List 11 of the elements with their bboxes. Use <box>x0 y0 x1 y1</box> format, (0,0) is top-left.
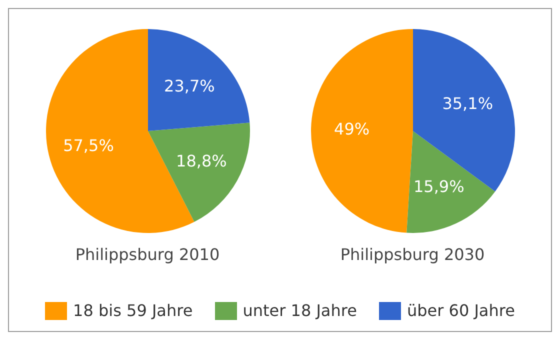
slice-label: Philippsburg 2010 <box>75 245 220 264</box>
legend-label: unter 18 Jahre <box>242 301 357 320</box>
data-label: 49% <box>334 120 370 139</box>
data-label: 35,1% <box>442 94 493 113</box>
data-label: 15,9% <box>412 176 464 196</box>
slice-label: Philippsburg 2030 <box>340 245 485 264</box>
legend-label: 18 bis 59 Jahre <box>73 301 193 320</box>
data-label: 23,7% <box>164 76 214 96</box>
data-label: 18,8% <box>176 151 226 170</box>
legend-label: über 60 Jahre <box>406 301 515 320</box>
data-label: 57,5% <box>62 136 114 155</box>
